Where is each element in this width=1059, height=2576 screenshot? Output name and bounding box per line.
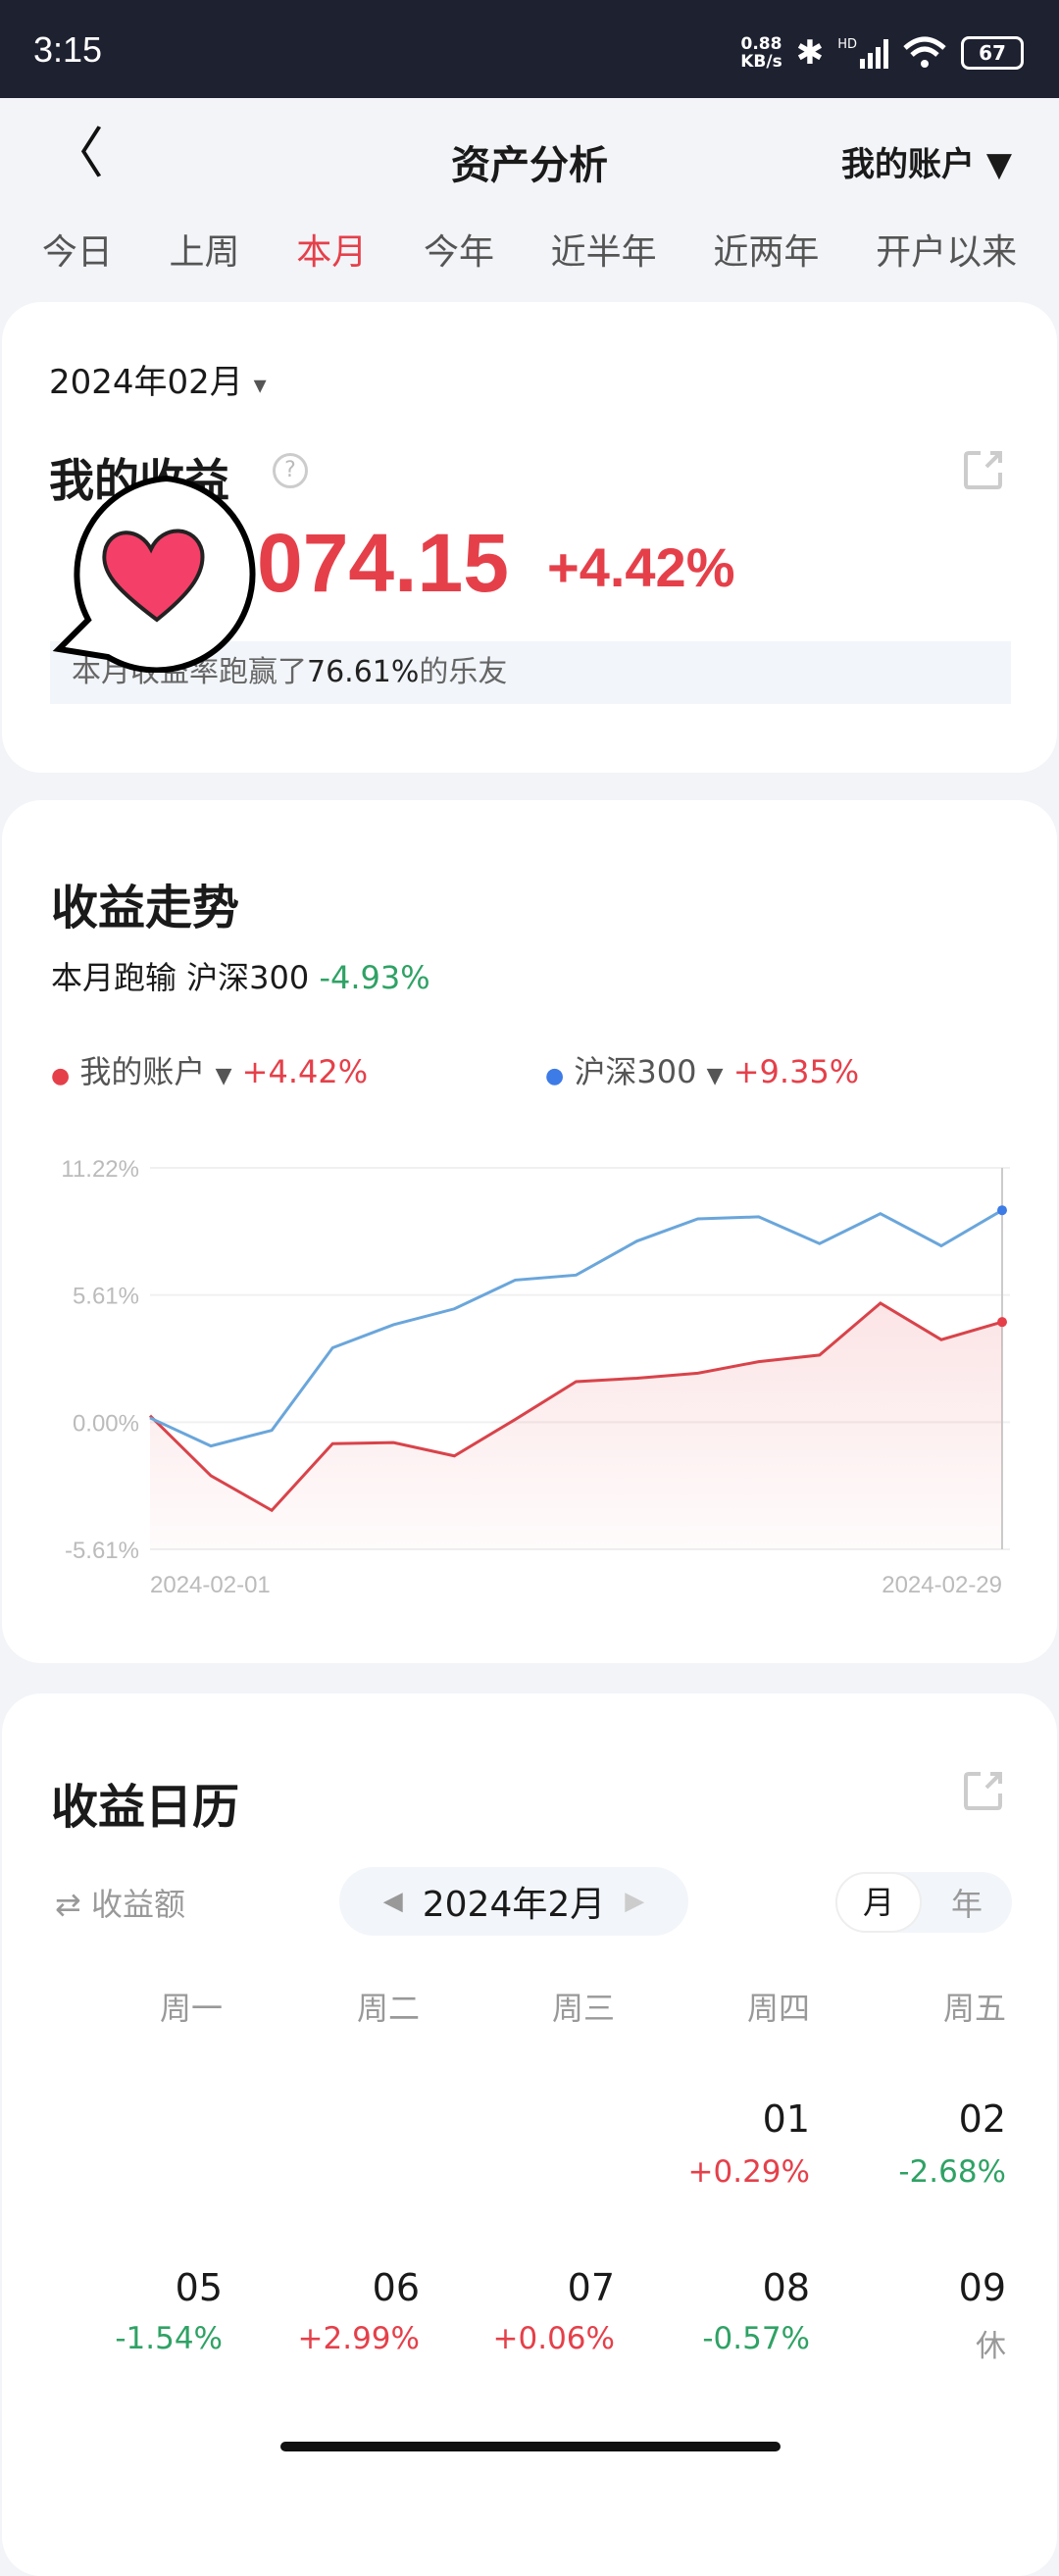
- prev-month-arrow-icon[interactable]: ◀: [383, 1887, 403, 1916]
- view-year-button[interactable]: 年: [922, 1880, 1012, 1925]
- y-tick-label: 0.00%: [73, 1410, 139, 1437]
- month-label: 2024年2月: [423, 1876, 606, 1927]
- calendar-day[interactable]: 09: [849, 2266, 1006, 2309]
- calendar-day-return: +0.29%: [633, 2154, 810, 2190]
- x-tick-label: 2024-02-29: [882, 1572, 1002, 1598]
- weekday-header: 周四: [712, 1984, 810, 2029]
- share-icon[interactable]: [963, 1770, 1004, 1811]
- home-indicator[interactable]: [280, 2442, 781, 2451]
- y-tick-label: 11.22%: [61, 1156, 139, 1183]
- section-title: 收益日历: [51, 1768, 239, 1837]
- month-picker: ◀ 2024年2月 ▶: [339, 1867, 688, 1936]
- calendar-day[interactable]: 06: [263, 2266, 420, 2309]
- weekday-header: 周三: [517, 1984, 615, 2029]
- calendar-day-return: +0.06%: [438, 2321, 615, 2356]
- weekday-header: 周五: [908, 1984, 1006, 2029]
- series-area: [150, 1303, 1002, 1549]
- calendar-day[interactable]: 05: [66, 2266, 223, 2309]
- weekday-header: 周二: [322, 1984, 420, 2029]
- view-toggle: 月 年: [835, 1872, 1012, 1933]
- calendar-day-return: -1.54%: [46, 2321, 223, 2356]
- trend-chart[interactable]: 11.22% 5.61% 0.00% -5.61% 2024-02-01 2024-02-…: [0, 0, 1059, 1667]
- x-tick-label: 2024-02-01: [150, 1572, 271, 1598]
- calendar-day-return: +2.99%: [243, 2321, 420, 2356]
- y-tick-label: 5.61%: [73, 1284, 139, 1310]
- calendar-day[interactable]: 01: [653, 2097, 810, 2141]
- trend-card: 收益走势 本月跑输 沪深300 -4.93% ● 我的账户 ▼ +4.42% ●…: [2, 800, 1057, 1663]
- mode-toggle[interactable]: ⇄ 收益额: [55, 1880, 185, 1925]
- calendar-day-return: 休: [830, 2321, 1006, 2365]
- calendar-day-return: -0.57%: [633, 2321, 810, 2356]
- data-point: [997, 1317, 1007, 1327]
- next-month-arrow-icon[interactable]: ▶: [625, 1887, 644, 1916]
- calendar-day[interactable]: 02: [849, 2097, 1006, 2141]
- calendar-day[interactable]: 07: [458, 2266, 615, 2309]
- y-tick-label: -5.61%: [65, 1538, 139, 1564]
- data-point: [997, 1205, 1007, 1215]
- view-month-button[interactable]: 月: [835, 1872, 922, 1933]
- calendar-day[interactable]: 08: [653, 2266, 810, 2309]
- weekday-header: 周一: [125, 1984, 223, 2029]
- calendar-day-return: -2.68%: [830, 2154, 1006, 2190]
